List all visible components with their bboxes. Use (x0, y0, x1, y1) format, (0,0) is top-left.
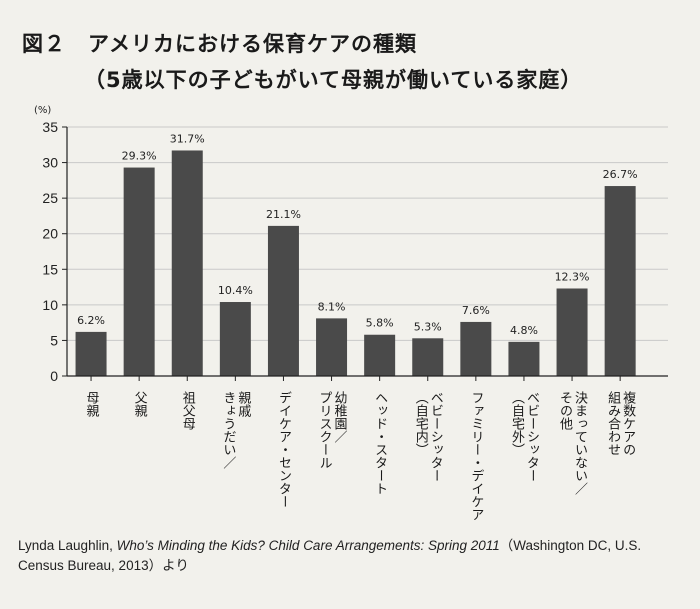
category-label: 祖父母 (180, 391, 196, 430)
category-label: 組み合わせ (605, 391, 621, 456)
value-label: 6.2% (77, 314, 105, 327)
value-label: 5.8% (366, 317, 394, 330)
category-label: ファミリー・デイケア (468, 391, 483, 521)
y-unit-label: (%) (34, 105, 51, 116)
source-publisher: （Washington DC, U.S. Census Bureau, 2013… (18, 538, 642, 573)
axes (62, 126, 668, 381)
y-tick-label: 35 (42, 119, 58, 135)
y-tick-label: 15 (42, 261, 58, 277)
source-citation: Lynda Laughlin, Who’s Minding the Kids? … (18, 536, 688, 576)
bar (604, 186, 636, 376)
y-tick-label: 25 (42, 190, 58, 206)
bar (316, 318, 348, 376)
title-main: アメリカにおける保育ケアの種類 (88, 32, 417, 56)
value-label: 5.3% (414, 320, 442, 333)
y-tick-labels: (%) 0 5 10 15 20 25 30 35 (34, 105, 58, 384)
bar (556, 288, 588, 376)
figure-number: 図２ (22, 32, 66, 56)
value-label: 26.7% (603, 168, 638, 181)
category-label: ベビーシッター (524, 391, 540, 482)
bars (75, 150, 636, 376)
source-author: Lynda Laughlin, (18, 538, 117, 553)
category-label: きょうだい／ (220, 391, 236, 469)
value-label: 8.1% (318, 300, 346, 313)
category-label: 父親 (132, 391, 148, 418)
category-label: 複数ケアの (620, 390, 636, 456)
title-subtitle: （5歳以下の子どもがいて母親が働いている家庭） (84, 68, 583, 92)
bar (460, 321, 492, 376)
category-label: デイケア・センター (276, 391, 292, 508)
value-label: 10.4% (218, 284, 253, 297)
value-label: 7.6% (462, 304, 490, 317)
value-label: 4.8% (510, 324, 538, 337)
category-label: （自宅内） (413, 391, 429, 456)
y-tick-label: 0 (50, 368, 58, 384)
bar (364, 334, 396, 376)
category-label: ヘッド・スタート (372, 391, 388, 495)
value-label: 21.1% (266, 208, 301, 221)
bar-chart: 6.2% 29.3% 31.7% 10.4% 21.1% 8.1% 5.8% 5.3% 7.6%… (34, 105, 668, 521)
value-label: 31.7% (170, 132, 205, 145)
bar (123, 167, 155, 376)
y-tick-label: 20 (42, 226, 58, 242)
bar (219, 302, 251, 376)
category-label: 母親 (84, 391, 100, 418)
value-label: 29.3% (122, 150, 157, 163)
title-line-1: 図２ アメリカにおける保育ケアの種類 (22, 26, 582, 62)
bar (412, 338, 444, 376)
category-label: プリスクール (317, 391, 332, 469)
category-label: その他 (557, 391, 573, 431)
chart-title: 図２ アメリカにおける保育ケアの種類 （5歳以下の子どもがいて母親が働いている家庭… (22, 26, 582, 98)
y-tick-label: 10 (42, 297, 58, 313)
value-labels: 6.2% 29.3% 31.7% 10.4% 21.1% 8.1% 5.8% 5.3% 7.6%… (77, 132, 638, 336)
y-tick-label: 5 (50, 332, 58, 348)
source-book-title: Who’s Minding the Kids? Child Care Arran… (116, 538, 500, 553)
bar (75, 331, 107, 376)
category-label: 親戚 (235, 391, 251, 417)
category-label: 幼稚園／ (332, 391, 348, 443)
bar (508, 341, 540, 376)
bar (267, 225, 299, 376)
category-label: 決まっていない／ (572, 391, 588, 495)
y-tick-label: 30 (42, 155, 58, 171)
value-label: 12.3% (555, 270, 590, 283)
bar (171, 150, 203, 376)
category-label: ベビーシッター (428, 391, 444, 482)
category-label: （自宅外） (509, 391, 525, 456)
